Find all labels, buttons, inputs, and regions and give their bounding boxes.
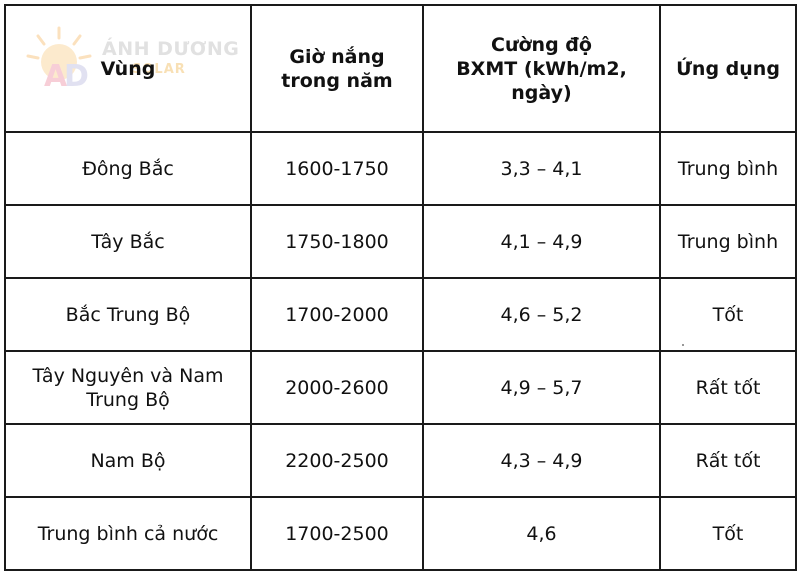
header-sun-hours-line: trong năm [281, 69, 393, 92]
cell-region: Bắc Trung Bộ [4, 277, 252, 352]
cell-region: Tây Bắc [4, 204, 252, 279]
header-intensity-line: ngày) [511, 81, 572, 104]
cell-region-text: Trung Bộ [86, 388, 170, 411]
cell-intensity: 4,3 – 4,9 [422, 423, 661, 498]
table-row: Nam Bộ 2200-2500 4,3 – 4,9 Rất tốt [4, 423, 797, 498]
cell-intensity: 3,3 – 4,1 [422, 131, 661, 206]
cell-hours: 1700-2000 [250, 277, 424, 352]
header-application-line: Ứng dụng [676, 57, 780, 80]
cell-hours: 1750-1800 [250, 204, 424, 279]
table-row: Đông Bắc 1600-1750 3,3 – 4,1 Trung bình [4, 131, 797, 206]
cell-intensity: 4,1 – 4,9 [422, 204, 661, 279]
cell-hours: 2200-2500 [250, 423, 424, 498]
cell-region-text: Trung bình cả nước [37, 522, 219, 545]
cell-region-text: Tây Bắc [91, 230, 165, 253]
header-intensity-line: BXMT (kWh/m2, [456, 57, 627, 80]
cell-region-text: Nam Bộ [90, 449, 166, 472]
header-sun-hours-line: Giờ nắng [289, 45, 385, 68]
header-application: Ứng dụng [659, 4, 797, 133]
cell-region: Đông Bắc [4, 131, 252, 206]
cell-usage: Rất tốt [659, 350, 797, 425]
cell-region: Trung bình cả nước [4, 496, 252, 571]
cell-region-text: Bắc Trung Bộ [65, 303, 191, 326]
solar-radiation-table: Vùng Giờ nắng trong năm Cường độ BXMT (k… [4, 4, 797, 571]
table-row: Bắc Trung Bộ 1700-2000 4,6 – 5,2 Tốt [4, 277, 797, 352]
header-intensity-line: Cường độ [491, 33, 592, 56]
cell-hours: 1600-1750 [250, 131, 424, 206]
stray-dot [682, 344, 684, 346]
table-header-row: Vùng Giờ nắng trong năm Cường độ BXMT (k… [4, 4, 797, 133]
cell-intensity: 4,6 [422, 496, 661, 571]
cell-region: Nam Bộ [4, 423, 252, 498]
cell-usage: Trung bình [659, 131, 797, 206]
table-row: Tây Bắc 1750-1800 4,1 – 4,9 Trung bình [4, 204, 797, 279]
cell-region-text: Tây Nguyên và Nam [32, 364, 224, 387]
cell-usage: Tốt [659, 496, 797, 571]
cell-intensity: 4,9 – 5,7 [422, 350, 661, 425]
table-row: Trung bình cả nước 1700-2500 4,6 Tốt [4, 496, 797, 571]
cell-hours: 1700-2500 [250, 496, 424, 571]
table-row: Tây Nguyên và Nam Trung Bộ 2000-2600 4,9… [4, 350, 797, 425]
cell-region: Tây Nguyên và Nam Trung Bộ [4, 350, 252, 425]
cell-usage: Tốt [659, 277, 797, 352]
header-radiation-intensity: Cường độ BXMT (kWh/m2, ngày) [422, 4, 661, 133]
header-sun-hours: Giờ nắng trong năm [250, 4, 424, 133]
header-region-line: Vùng [100, 57, 156, 80]
cell-region-text: Đông Bắc [82, 157, 174, 180]
header-region: Vùng [4, 4, 252, 133]
cell-hours: 2000-2600 [250, 350, 424, 425]
cell-usage: Rất tốt [659, 423, 797, 498]
cell-intensity: 4,6 – 5,2 [422, 277, 661, 352]
cell-usage: Trung bình [659, 204, 797, 279]
